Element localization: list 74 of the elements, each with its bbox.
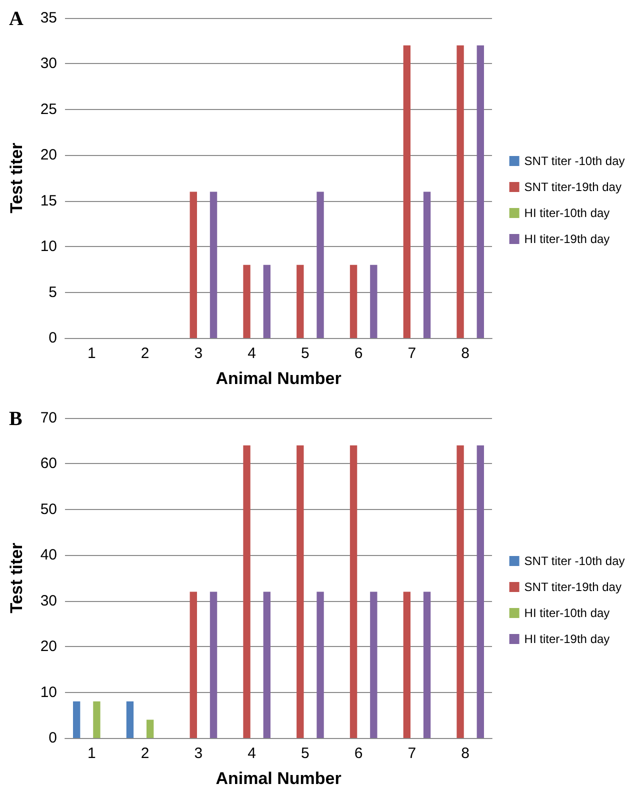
legend-label: SNT titer-19th day <box>524 580 622 594</box>
legend-label: HI titer-10th day <box>524 606 610 620</box>
x-tick-label: 6 <box>354 345 363 362</box>
x-tick-label: 6 <box>354 745 363 762</box>
bar <box>243 445 250 738</box>
y-tick-label: 0 <box>48 330 57 346</box>
bar <box>296 445 304 738</box>
legend-label: SNT titer -10th day <box>524 154 625 168</box>
bar <box>93 701 100 738</box>
bar <box>370 592 378 738</box>
x-tick-label: 4 <box>248 745 256 762</box>
bar <box>316 592 324 738</box>
x-tick-label: 2 <box>140 745 150 762</box>
bar <box>403 45 410 338</box>
legend-label: SNT titer-19th day <box>524 180 622 194</box>
y-tick-label: 30 <box>40 55 57 72</box>
bar <box>403 592 410 738</box>
bar <box>476 45 484 338</box>
x-tick-label: 5 <box>301 345 310 362</box>
bar <box>370 264 378 338</box>
bar <box>190 192 197 338</box>
bar <box>73 701 80 738</box>
bar <box>296 264 304 338</box>
bar <box>243 264 250 338</box>
x-tick-label: 2 <box>140 345 150 362</box>
bar <box>350 264 358 338</box>
y-tick-label: 50 <box>40 500 57 518</box>
x-tick-label: 1 <box>88 345 96 362</box>
y-tick-label: 30 <box>40 592 57 610</box>
x-tick-label: 3 <box>194 345 203 362</box>
y-tick-label: 5 <box>48 284 57 301</box>
x-tick-label: 7 <box>408 745 416 762</box>
chart-title: A <box>9 8 24 30</box>
bar <box>126 701 134 738</box>
bar <box>210 592 218 738</box>
bar <box>146 720 154 738</box>
bar <box>210 192 218 338</box>
bar <box>476 445 484 738</box>
x-tick-label: 4 <box>248 345 256 362</box>
y-tick-label: 25 <box>40 100 57 118</box>
x-axis-title: Animal Number <box>216 769 342 788</box>
x-tick-label: 5 <box>301 745 310 762</box>
y-tick-label: 60 <box>40 455 57 472</box>
legend-label: HI titer-19th day <box>524 232 610 246</box>
y-tick-label: 70 <box>40 410 57 426</box>
x-axis-title: Animal Number <box>216 369 342 388</box>
legend-label: HI titer-19th day <box>524 632 610 646</box>
x-tick-label: 7 <box>408 345 416 362</box>
bar <box>423 592 431 738</box>
y-tick-label: 10 <box>40 238 57 256</box>
bar <box>456 45 464 338</box>
y-tick-label: 15 <box>40 192 57 210</box>
x-tick-label: 1 <box>88 745 96 762</box>
legend-label: SNT titer -10th day <box>524 554 625 568</box>
bar <box>263 592 270 738</box>
bar <box>456 445 464 738</box>
bar <box>423 192 431 338</box>
y-tick-label: 10 <box>40 684 57 701</box>
bar <box>190 592 197 738</box>
bar <box>263 264 270 338</box>
x-tick-label: 8 <box>461 745 470 762</box>
chart-title: B <box>9 408 22 430</box>
x-tick-label: 8 <box>461 345 470 362</box>
y-axis-title: Test titer <box>7 142 26 214</box>
y-tick-label: 20 <box>40 146 57 164</box>
bar <box>350 445 358 738</box>
legend-label: HI titer-10th day <box>524 206 610 220</box>
bar <box>316 192 324 338</box>
y-tick-label: 40 <box>40 546 57 564</box>
x-tick-label: 3 <box>194 745 203 762</box>
y-axis-title: Test titer <box>7 542 26 614</box>
y-tick-label: 0 <box>48 730 57 746</box>
y-tick-label: 35 <box>40 10 57 26</box>
y-tick-label: 20 <box>40 638 57 656</box>
